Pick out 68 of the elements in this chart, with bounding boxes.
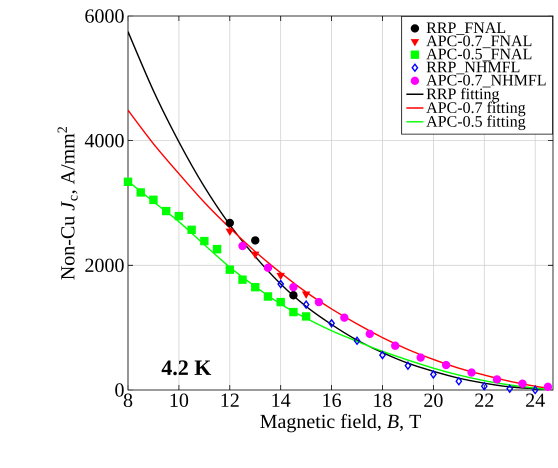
point: [289, 308, 298, 316]
legend-label: RRP fitting: [426, 88, 500, 103]
point: [302, 312, 310, 321]
legend-label: APC-0.7 fitting: [426, 102, 526, 116]
x-axis-title: Magnetic field, B, T: [260, 414, 421, 432]
point: [354, 336, 360, 345]
y-tick-label: 0: [115, 383, 124, 397]
point: [404, 361, 412, 370]
legend-label: APC-0.7_NHMFL: [426, 74, 546, 88]
point: [302, 300, 310, 309]
x-tick-label: 14: [272, 394, 290, 407]
point: [328, 319, 335, 328]
x-tick-label: 24: [526, 394, 545, 407]
x-tick-label: 12: [222, 394, 239, 407]
legend-label: APC-0.5_FNAL: [426, 48, 532, 62]
point: [251, 236, 260, 245]
point: [212, 244, 222, 254]
point: [430, 370, 437, 379]
point: [340, 313, 349, 322]
point: [456, 377, 462, 386]
point: [149, 196, 158, 204]
point: [289, 282, 298, 292]
x-tick-label: 20: [424, 394, 443, 408]
point: [506, 384, 514, 393]
point: [379, 350, 386, 360]
point: [252, 252, 259, 258]
point: [314, 298, 324, 306]
point: [467, 368, 476, 377]
point: [226, 218, 234, 228]
point: [162, 206, 170, 216]
point: [251, 282, 260, 292]
point: [277, 280, 284, 288]
y-tick-label: 6000: [85, 9, 124, 23]
point: [518, 380, 527, 388]
point: [276, 298, 285, 306]
y-tick-label: 2000: [85, 258, 124, 272]
x-tick-label: 10: [170, 394, 188, 408]
point: [136, 188, 145, 197]
annotation: 4.2 K: [162, 360, 212, 376]
point: [124, 178, 132, 186]
point: [492, 375, 502, 384]
legend-label: APC-0.7_FNAL: [426, 35, 532, 48]
point: [187, 226, 196, 234]
point: [302, 292, 310, 298]
y-tick-label: 4000: [84, 134, 124, 148]
point: [366, 330, 374, 338]
x-tick-label: 8: [124, 394, 132, 408]
point: [442, 360, 450, 370]
point: [480, 382, 488, 390]
point: [391, 342, 400, 350]
legend-label: RRP_NHMFL: [426, 62, 520, 74]
point: [174, 212, 184, 220]
point: [416, 353, 425, 362]
x-tick-label: 22: [475, 394, 494, 407]
point: [264, 264, 272, 272]
x-tick-label: 18: [374, 394, 392, 408]
point: [238, 242, 247, 250]
point: [200, 236, 209, 246]
point: [264, 292, 272, 301]
point: [289, 291, 298, 300]
point: [226, 265, 234, 274]
point: [276, 272, 284, 280]
legend-label: APC-0.5 fitting: [426, 115, 526, 130]
legend-label: RRP_FNAL: [426, 22, 506, 36]
x-tick-label: 16: [323, 394, 341, 407]
y-axis-title: Non-Cu J$_{c}$, A/mm$^{2}$: [58, 127, 78, 280]
point: [226, 228, 234, 236]
point: [238, 275, 247, 284]
